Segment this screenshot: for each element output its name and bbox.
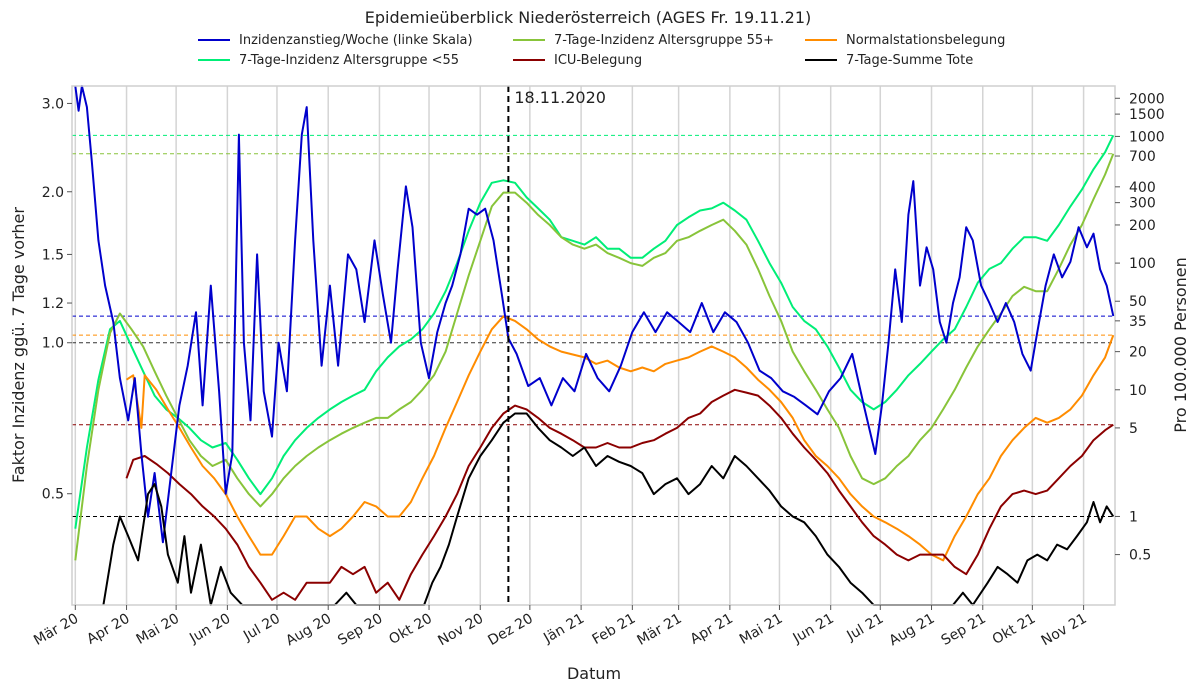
y-right-tick-label: 50 [1129, 294, 1147, 310]
plot-frame [71, 85, 1116, 606]
x-tick-label: Jän 21 [540, 611, 587, 647]
x-axis-ticks: Mär 20 Apr 20 Mai 20 Jun 20 Jul 20 Aug 20 Sep … [31, 605, 1090, 650]
y-right-tick-label: 700 [1129, 149, 1156, 165]
y-right-tick-label: 10 [1129, 383, 1147, 399]
legend-label-normalstationsbelegung: Normalstationsbelegung [846, 33, 1005, 48]
date-marker-label: 18.11.2020 [514, 88, 606, 107]
y-left-tick-label: 2.0 [42, 185, 64, 201]
x-tick-label: Okt 20 [386, 611, 435, 648]
chart-title: Epidemieüberblick Niederösterreich (AGES… [365, 8, 812, 27]
x-tick-label: Okt 21 [990, 611, 1039, 648]
x-tick-label: Aug 20 [283, 611, 334, 650]
x-tick-label: Nov 20 [435, 611, 486, 650]
series-line-7-tage-summe-tote [102, 412, 1115, 606]
x-tick-label: Feb 21 [590, 611, 639, 648]
date-marker: 18.11.2020 [507, 86, 606, 605]
y-right-tick-label: 35 [1129, 314, 1147, 330]
x-tick-label: Mär 21 [634, 611, 684, 649]
x-tick-label: Apr 20 [84, 611, 132, 648]
x-tick-label: Jun 20 [186, 611, 233, 647]
y-left-tick-label: 1.2 [42, 296, 64, 312]
x-tick-label: Aug 21 [887, 611, 938, 650]
x-tick-label: Jun 21 [790, 611, 837, 647]
series-line-inzidenzanstieg-woche-linke-skala [74, 85, 1115, 544]
legend-label-inzidenzanstieg-woche-linke-skala: Inzidenzanstieg/Woche (linke Skala) [239, 33, 473, 48]
x-tick-label: Sep 20 [335, 611, 385, 649]
series-line-icu-belegung [125, 388, 1114, 601]
y-right-axis-label: Pro 100.000 Personen [1171, 257, 1190, 432]
y-right-tick-label: 400 [1129, 180, 1156, 196]
y-left-tick-label: 1.0 [42, 336, 64, 352]
grid-lines [74, 86, 1085, 605]
x-axis-label: Datum [567, 664, 621, 683]
legend-label-7-tage-inzidenz-altersgruppe-55: 7-Tage-Inzidenz Altersgruppe <55 [239, 53, 459, 68]
series-line-7-tage-inzidenz-altersgruppe-55 [74, 153, 1115, 561]
x-tick-label: Mai 21 [737, 611, 786, 648]
y-right-tick-label: 1500 [1129, 107, 1165, 123]
series-lines [74, 85, 1115, 606]
series-line-normalstationsbelegung [125, 315, 1115, 562]
y-right-tick-label: 300 [1129, 196, 1156, 212]
y-left-axis-ticks: 0.5 1.0 1.2 1.5 2.0 3.0 [42, 96, 72, 503]
legend-label-7-tage-inzidenz-altersgruppe-55: 7-Tage-Inzidenz Altersgruppe 55+ [554, 33, 774, 48]
series-line-7-tage-inzidenz-altersgruppe-55 [74, 134, 1115, 529]
x-tick-label: Dez 20 [485, 611, 535, 649]
y-right-tick-label: 1 [1129, 509, 1138, 525]
y-right-tick-label: 1000 [1129, 129, 1165, 145]
y-right-tick-label: 20 [1129, 345, 1147, 361]
y-left-tick-label: 3.0 [42, 96, 64, 112]
y-left-axis-label: Faktor Inzidenz ggü. 7 Tage vorher [9, 207, 28, 483]
y-right-tick-label: 200 [1129, 218, 1156, 234]
legend-label-icu-belegung: ICU-Belegung [554, 53, 642, 68]
x-tick-label: Nov 21 [1039, 611, 1090, 650]
x-tick-label: Apr 21 [688, 611, 736, 648]
y-left-tick-label: 1.5 [42, 247, 64, 263]
reference-lines [72, 134, 1115, 517]
x-tick-label: Mai 20 [134, 611, 183, 648]
legend-label-7-tage-summe-tote: 7-Tage-Summe Tote [846, 53, 973, 68]
x-tick-label: Jul 21 [844, 611, 887, 645]
y-right-tick-label: 5 [1129, 421, 1138, 437]
y-right-tick-label: 0.5 [1129, 548, 1151, 564]
y-right-tick-label: 2000 [1129, 91, 1165, 107]
legend: Inzidenzanstieg/Woche (linke Skala) 7-Tag… [198, 33, 1005, 68]
x-tick-label: Jul 20 [240, 611, 283, 645]
x-tick-label: Sep 21 [939, 611, 989, 649]
y-left-tick-label: 0.5 [42, 487, 64, 503]
y-right-tick-label: 100 [1129, 256, 1156, 272]
x-tick-label: Mär 20 [31, 611, 81, 649]
